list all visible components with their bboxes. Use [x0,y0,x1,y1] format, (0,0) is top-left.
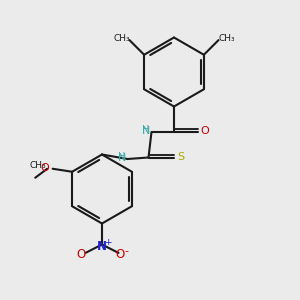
Text: H: H [118,152,126,163]
Text: N: N [97,239,107,253]
Text: H: H [142,125,150,136]
Text: CH₃: CH₃ [29,161,46,170]
Text: O: O [115,248,124,261]
Text: S: S [177,152,184,162]
Text: O: O [40,163,49,173]
Text: O: O [76,248,85,261]
Text: +: + [104,238,111,247]
Text: N: N [142,126,151,136]
Text: CH₃: CH₃ [219,34,235,43]
Text: CH₃: CH₃ [114,34,130,43]
Text: N: N [118,153,127,164]
Text: -: - [124,246,128,256]
Text: O: O [200,126,209,136]
